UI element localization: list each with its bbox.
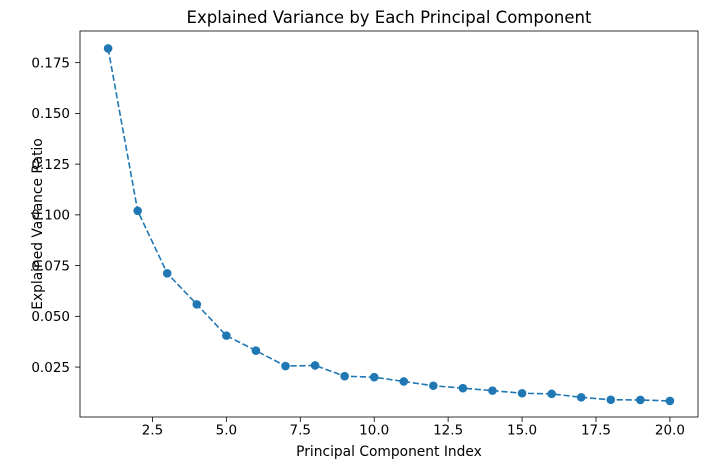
data-point: [192, 300, 202, 309]
plot-area: 2.5 5.0 7.5 10.0 12.5 15.0 17.5 20.0 0.025 0.050 0…: [31, 30, 699, 439]
x-tick-label: 15.0: [507, 423, 537, 439]
data-point: [488, 386, 497, 395]
x-tick-label: 20.0: [655, 423, 685, 439]
y-tick-label: 0.075: [31, 258, 70, 274]
data-point: [222, 331, 231, 340]
data-point: [458, 383, 468, 393]
y-tick-label: 0.050: [31, 309, 70, 325]
data-point: [576, 393, 586, 402]
data-point: [399, 377, 409, 386]
x-tick-label: 2.5: [142, 423, 163, 439]
x-tick-label: 7.5: [290, 423, 311, 439]
y-tick-label: 0.175: [31, 55, 70, 71]
data-point: [547, 389, 556, 399]
y-tick-label: 0.125: [31, 157, 70, 173]
x-tick-label: 5.0: [216, 423, 237, 439]
data-point: [162, 269, 172, 278]
data-point: [340, 371, 349, 381]
y-tick-label: 0.150: [31, 106, 70, 122]
data-point: [429, 381, 438, 391]
variance-line: [107, 48, 670, 402]
y-tick-label: 0.025: [31, 360, 70, 376]
data-point: [251, 346, 261, 355]
x-tick-label: 17.5: [581, 423, 611, 439]
data-point: [133, 206, 142, 216]
data-point: [665, 396, 675, 406]
x-tick-label: 10.0: [359, 423, 389, 439]
data-point: [369, 372, 379, 382]
y-tick-label: 0.100: [31, 208, 70, 224]
x-tick-label: 12.5: [433, 423, 463, 439]
data-point: [103, 44, 113, 53]
y-axis-label: Explained Variance Ratio: [30, 138, 46, 310]
chart-title: Explained Variance by Each Principal Com…: [187, 8, 592, 27]
data-point: [636, 395, 645, 405]
plot-border: [79, 30, 699, 418]
data-point: [310, 361, 320, 370]
data-point: [281, 361, 290, 371]
data-point: [606, 395, 616, 405]
x-axis-label: Principal Component Index: [296, 444, 482, 460]
data-point: [517, 388, 527, 398]
